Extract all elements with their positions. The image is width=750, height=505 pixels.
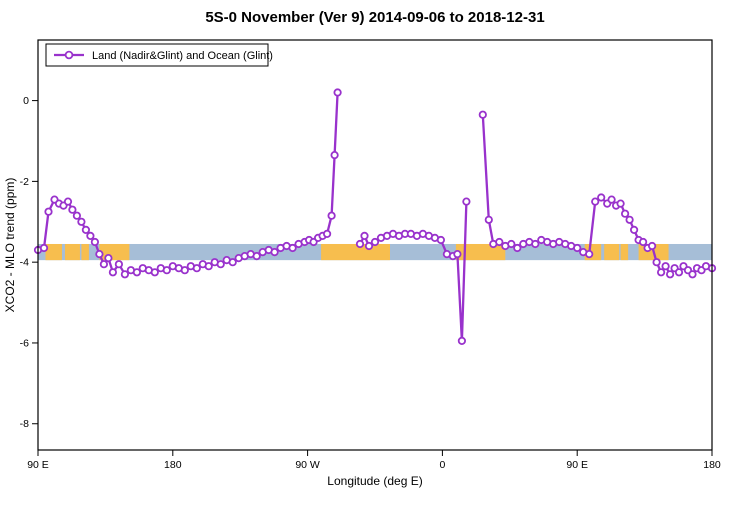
series-marker [616,199,625,208]
x-tick-label: 90 W [295,459,320,471]
series-marker [370,237,380,247]
series-marker [333,88,342,97]
series-marker [484,215,493,224]
land-band-segment [620,243,629,261]
land-band-segment [321,243,390,261]
series-marker [620,209,630,218]
series-marker [72,211,82,220]
series-marker [591,197,600,206]
series-marker [661,262,670,271]
series-marker [180,266,189,275]
series-marker [607,195,616,204]
series-marker [531,239,540,249]
series-marker [674,268,684,277]
y-tick-label: -4 [20,257,29,269]
land-band-segment [64,243,80,261]
series-marker [507,239,516,249]
y-tick-label: -2 [20,176,29,188]
x-tick-label: 0 [439,459,445,471]
series-marker [638,237,648,247]
series-marker [44,207,53,216]
y-tick-label: -8 [20,418,29,430]
series-marker [104,254,113,263]
series-marker [327,211,336,220]
chart-title: 5S-0 November (Ver 9) 2014-09-06 to 2018… [205,9,544,26]
x-tick-label: 90 E [566,459,588,471]
series-marker [77,217,86,226]
series-marker [355,239,365,249]
y-tick-label: 0 [23,95,29,107]
series-marker [192,264,201,273]
series-marker [652,258,661,267]
series-marker [81,225,91,234]
series-marker [288,243,297,253]
series-marker [656,268,666,277]
series-marker [453,250,462,259]
series-marker [120,270,130,279]
series-marker [95,250,104,259]
series-marker [495,237,504,247]
series-marker [625,215,634,224]
series-marker [688,270,697,279]
series-marker [63,197,73,206]
series-marker [86,231,95,240]
land-band-segment [455,243,506,261]
series-marker [99,260,109,269]
series-line [358,200,468,343]
series-marker [478,110,487,119]
series-marker [162,266,171,275]
land-band-segment [604,243,620,261]
plot-border [37,39,713,451]
land-band-segment [81,243,89,261]
series-marker [457,336,466,345]
legend-label: Land (Nadir&Glint) and Ocean (Glint) [92,50,273,62]
legend: Land (Nadir&Glint) and Ocean (Glint) [45,43,273,67]
legend-box [45,43,269,67]
series-marker [585,250,594,259]
series-marker [436,235,445,245]
series-marker [68,205,77,214]
series-marker [629,225,639,234]
series-marker [573,243,582,253]
series-marker [597,193,606,202]
series-marker [108,268,118,277]
x-tick-label: 180 [703,459,721,471]
series-marker [114,260,124,269]
x-axis-label: Longitude (deg E) [327,474,422,488]
plot-area: 90 E 180 90 W 0 90 E 180 0 -2 -4 -6 -8 [20,39,721,471]
x-tick-label: 180 [164,459,182,471]
series-marker [252,252,261,261]
land-band-segment [45,243,62,261]
series-marker [228,258,237,267]
series-marker [462,197,471,206]
series-marker [39,243,49,253]
series-marker [647,241,657,251]
series-marker [204,262,213,271]
y-tick-label: -6 [20,337,29,349]
series-marker [322,229,332,238]
series-marker [216,260,225,269]
series-marker [364,241,374,251]
y-axis-label: XCO2 - MLO trend (ppm) [3,178,17,313]
legend-marker-icon [64,50,74,60]
series-marker [132,268,141,277]
series-marker [150,268,159,277]
series-marker [513,243,522,253]
x-tick-label: 90 E [27,459,49,471]
series-marker [665,270,675,279]
series-marker [270,248,279,257]
land-band-segment [99,243,130,261]
series-marker [90,237,100,247]
series-marker [360,231,369,240]
series-marker [330,151,339,160]
